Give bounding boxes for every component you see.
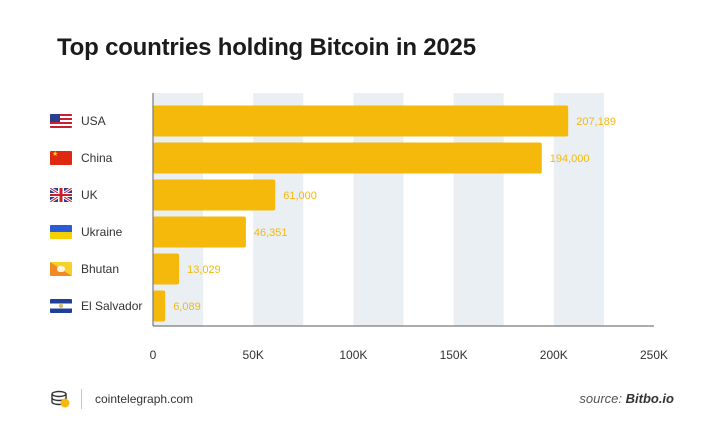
x-tick-label: 50K xyxy=(243,348,264,362)
uk-flag-icon xyxy=(50,188,72,202)
data-label: 194,000 xyxy=(550,153,590,165)
category-label: China xyxy=(81,151,113,165)
bar xyxy=(153,105,569,137)
bar xyxy=(153,142,542,174)
data-label: 46,351 xyxy=(254,227,288,239)
source-prefix: source: xyxy=(579,391,626,406)
x-tick-label: 150K xyxy=(440,348,468,362)
x-tick-label: 250K xyxy=(640,348,668,362)
category-label: Bhutan xyxy=(81,262,120,276)
footer-brand: cointelegraph.com xyxy=(50,389,193,409)
cointelegraph-logo-icon xyxy=(51,390,70,408)
x-tick-label: 100K xyxy=(339,348,367,362)
category-label: USA xyxy=(81,114,106,128)
data-label: 61,000 xyxy=(283,190,317,202)
source-credit: source: Bitbo.io xyxy=(579,391,674,406)
bhutan-flag-icon xyxy=(50,262,72,276)
china-flag-icon: ★ xyxy=(50,151,72,165)
bar xyxy=(153,290,166,322)
category-row-china: ★ China xyxy=(50,148,112,168)
category-label: El Salvador xyxy=(81,299,143,313)
category-row-usa: USA xyxy=(50,111,106,131)
chart-title: Top countries holding Bitcoin in 2025 xyxy=(57,34,476,61)
data-label: 13,029 xyxy=(187,264,221,276)
data-label: 6,089 xyxy=(173,301,201,313)
category-label: Ukraine xyxy=(81,225,123,239)
category-row-el-salvador: El Salvador xyxy=(50,296,142,316)
source-name: Bitbo.io xyxy=(625,391,674,406)
footer-site-link[interactable]: cointelegraph.com xyxy=(95,392,194,406)
bar xyxy=(153,253,180,285)
bar xyxy=(153,216,246,248)
category-row-uk: UK xyxy=(50,185,98,205)
category-row-bhutan: Bhutan xyxy=(50,259,119,279)
ukraine-flag-icon xyxy=(50,225,72,239)
data-label: 207,189 xyxy=(576,116,616,128)
category-label: UK xyxy=(81,188,98,202)
bar xyxy=(153,179,276,211)
el-salvador-flag-icon xyxy=(50,299,72,313)
usa-flag-icon xyxy=(50,114,72,128)
category-row-ukraine: Ukraine xyxy=(50,222,122,242)
footer-divider xyxy=(81,389,82,409)
x-tick-label: 0 xyxy=(150,348,157,362)
x-tick-label: 200K xyxy=(540,348,568,362)
